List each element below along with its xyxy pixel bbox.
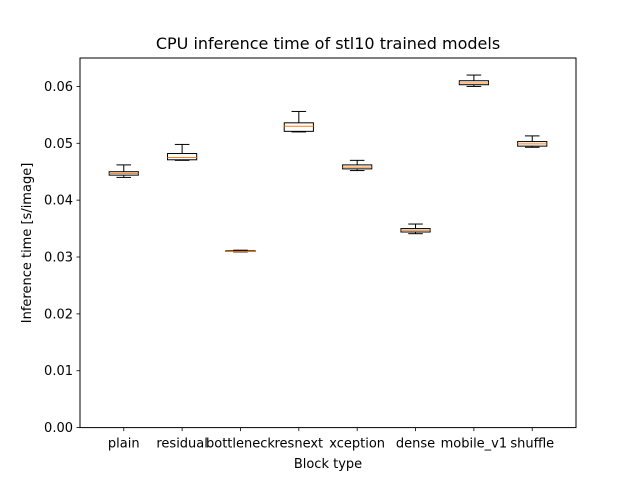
y-tick-label: 0.03	[44, 251, 73, 266]
plot-area: 0.00 0.01 0.02 0.03 0.04 0.05 0.06 plain residua…	[44, 74, 554, 452]
x-tick-label: residual	[156, 437, 208, 452]
y-tick-label: 0.05	[44, 137, 73, 152]
y-tick-label: 0.02	[44, 307, 73, 322]
axes-frame	[79, 57, 577, 429]
y-tick-label: 0.01	[44, 364, 73, 379]
x-axis-label: Block type	[294, 457, 362, 472]
x-tick-label: shuffle	[510, 437, 554, 452]
x-tick-label: bottleneck	[206, 437, 275, 452]
y-axis-label: Inference time [s/image]	[20, 163, 35, 324]
y-tick-label: 0.06	[44, 80, 73, 95]
x-tick-label: resnext	[275, 437, 324, 452]
y-tick-label: 0.04	[44, 194, 73, 209]
y-tick-label: 0.00	[44, 421, 73, 436]
box-body	[167, 153, 198, 161]
chart-title: CPU inference time of stl10 trained mode…	[156, 34, 500, 53]
x-tick-label: dense	[396, 437, 435, 452]
x-tick-label: mobile_v1	[441, 437, 508, 452]
x-tick-label: plain	[108, 437, 140, 452]
x-tick-label: xception	[329, 437, 385, 452]
box-body	[283, 122, 314, 132]
